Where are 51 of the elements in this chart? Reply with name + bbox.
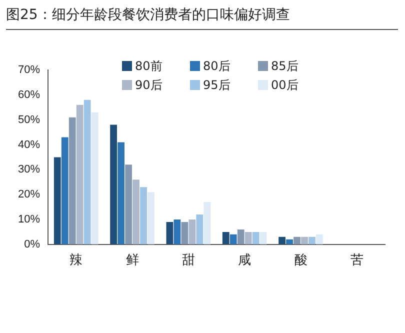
bar xyxy=(204,202,211,244)
x-tick-label: 甜 xyxy=(182,252,195,267)
legend-label: 85后 xyxy=(270,58,300,75)
legend-label: 90后 xyxy=(134,77,164,94)
y-tick-label: 40% xyxy=(18,138,40,151)
bar xyxy=(222,232,230,244)
bar xyxy=(132,180,140,244)
bar xyxy=(294,236,300,244)
chart-title: 图25：细分年龄段餐饮消费者的口味偏好调查 xyxy=(6,6,398,30)
bar xyxy=(166,222,174,244)
bar xyxy=(188,219,196,244)
bar xyxy=(230,234,237,244)
bar xyxy=(237,229,244,244)
bar xyxy=(91,112,98,244)
bar xyxy=(61,137,68,244)
y-tick-label: 20% xyxy=(18,188,40,201)
bar xyxy=(196,214,204,244)
bar xyxy=(174,219,181,244)
bar xyxy=(278,236,286,244)
y-tick-label: 60% xyxy=(18,88,40,101)
bar xyxy=(125,164,132,244)
bar xyxy=(181,222,188,244)
legend-label: 80前 xyxy=(134,58,164,75)
x-tick-label: 咸 xyxy=(238,252,252,267)
y-tick-label: 10% xyxy=(18,214,40,226)
bar xyxy=(252,232,260,244)
bar xyxy=(118,142,124,244)
legend-label: 80后 xyxy=(202,58,232,75)
y-tick-label: 70% xyxy=(18,64,40,76)
bar xyxy=(316,234,323,244)
x-tick-label: 辣 xyxy=(70,252,83,267)
bar xyxy=(110,124,117,244)
bar xyxy=(148,192,154,244)
y-tick-label: 50% xyxy=(18,114,40,126)
bar xyxy=(244,232,252,244)
bar xyxy=(140,187,147,244)
y-tick-label: 30% xyxy=(18,164,40,176)
legend-label: 00后 xyxy=(270,77,300,94)
legend-label: 95后 xyxy=(202,77,232,94)
bar xyxy=(308,236,316,244)
x-tick-label: 苦 xyxy=(350,252,364,267)
bar xyxy=(54,157,61,244)
bar xyxy=(301,236,308,244)
x-tick-label: 酸 xyxy=(294,252,308,267)
bar xyxy=(68,117,76,244)
y-tick-label: 0% xyxy=(24,238,40,250)
bar xyxy=(260,232,267,244)
bar xyxy=(286,239,293,244)
x-tick-label: 鲜 xyxy=(126,252,139,267)
bar xyxy=(76,104,84,244)
bar xyxy=(84,100,91,244)
